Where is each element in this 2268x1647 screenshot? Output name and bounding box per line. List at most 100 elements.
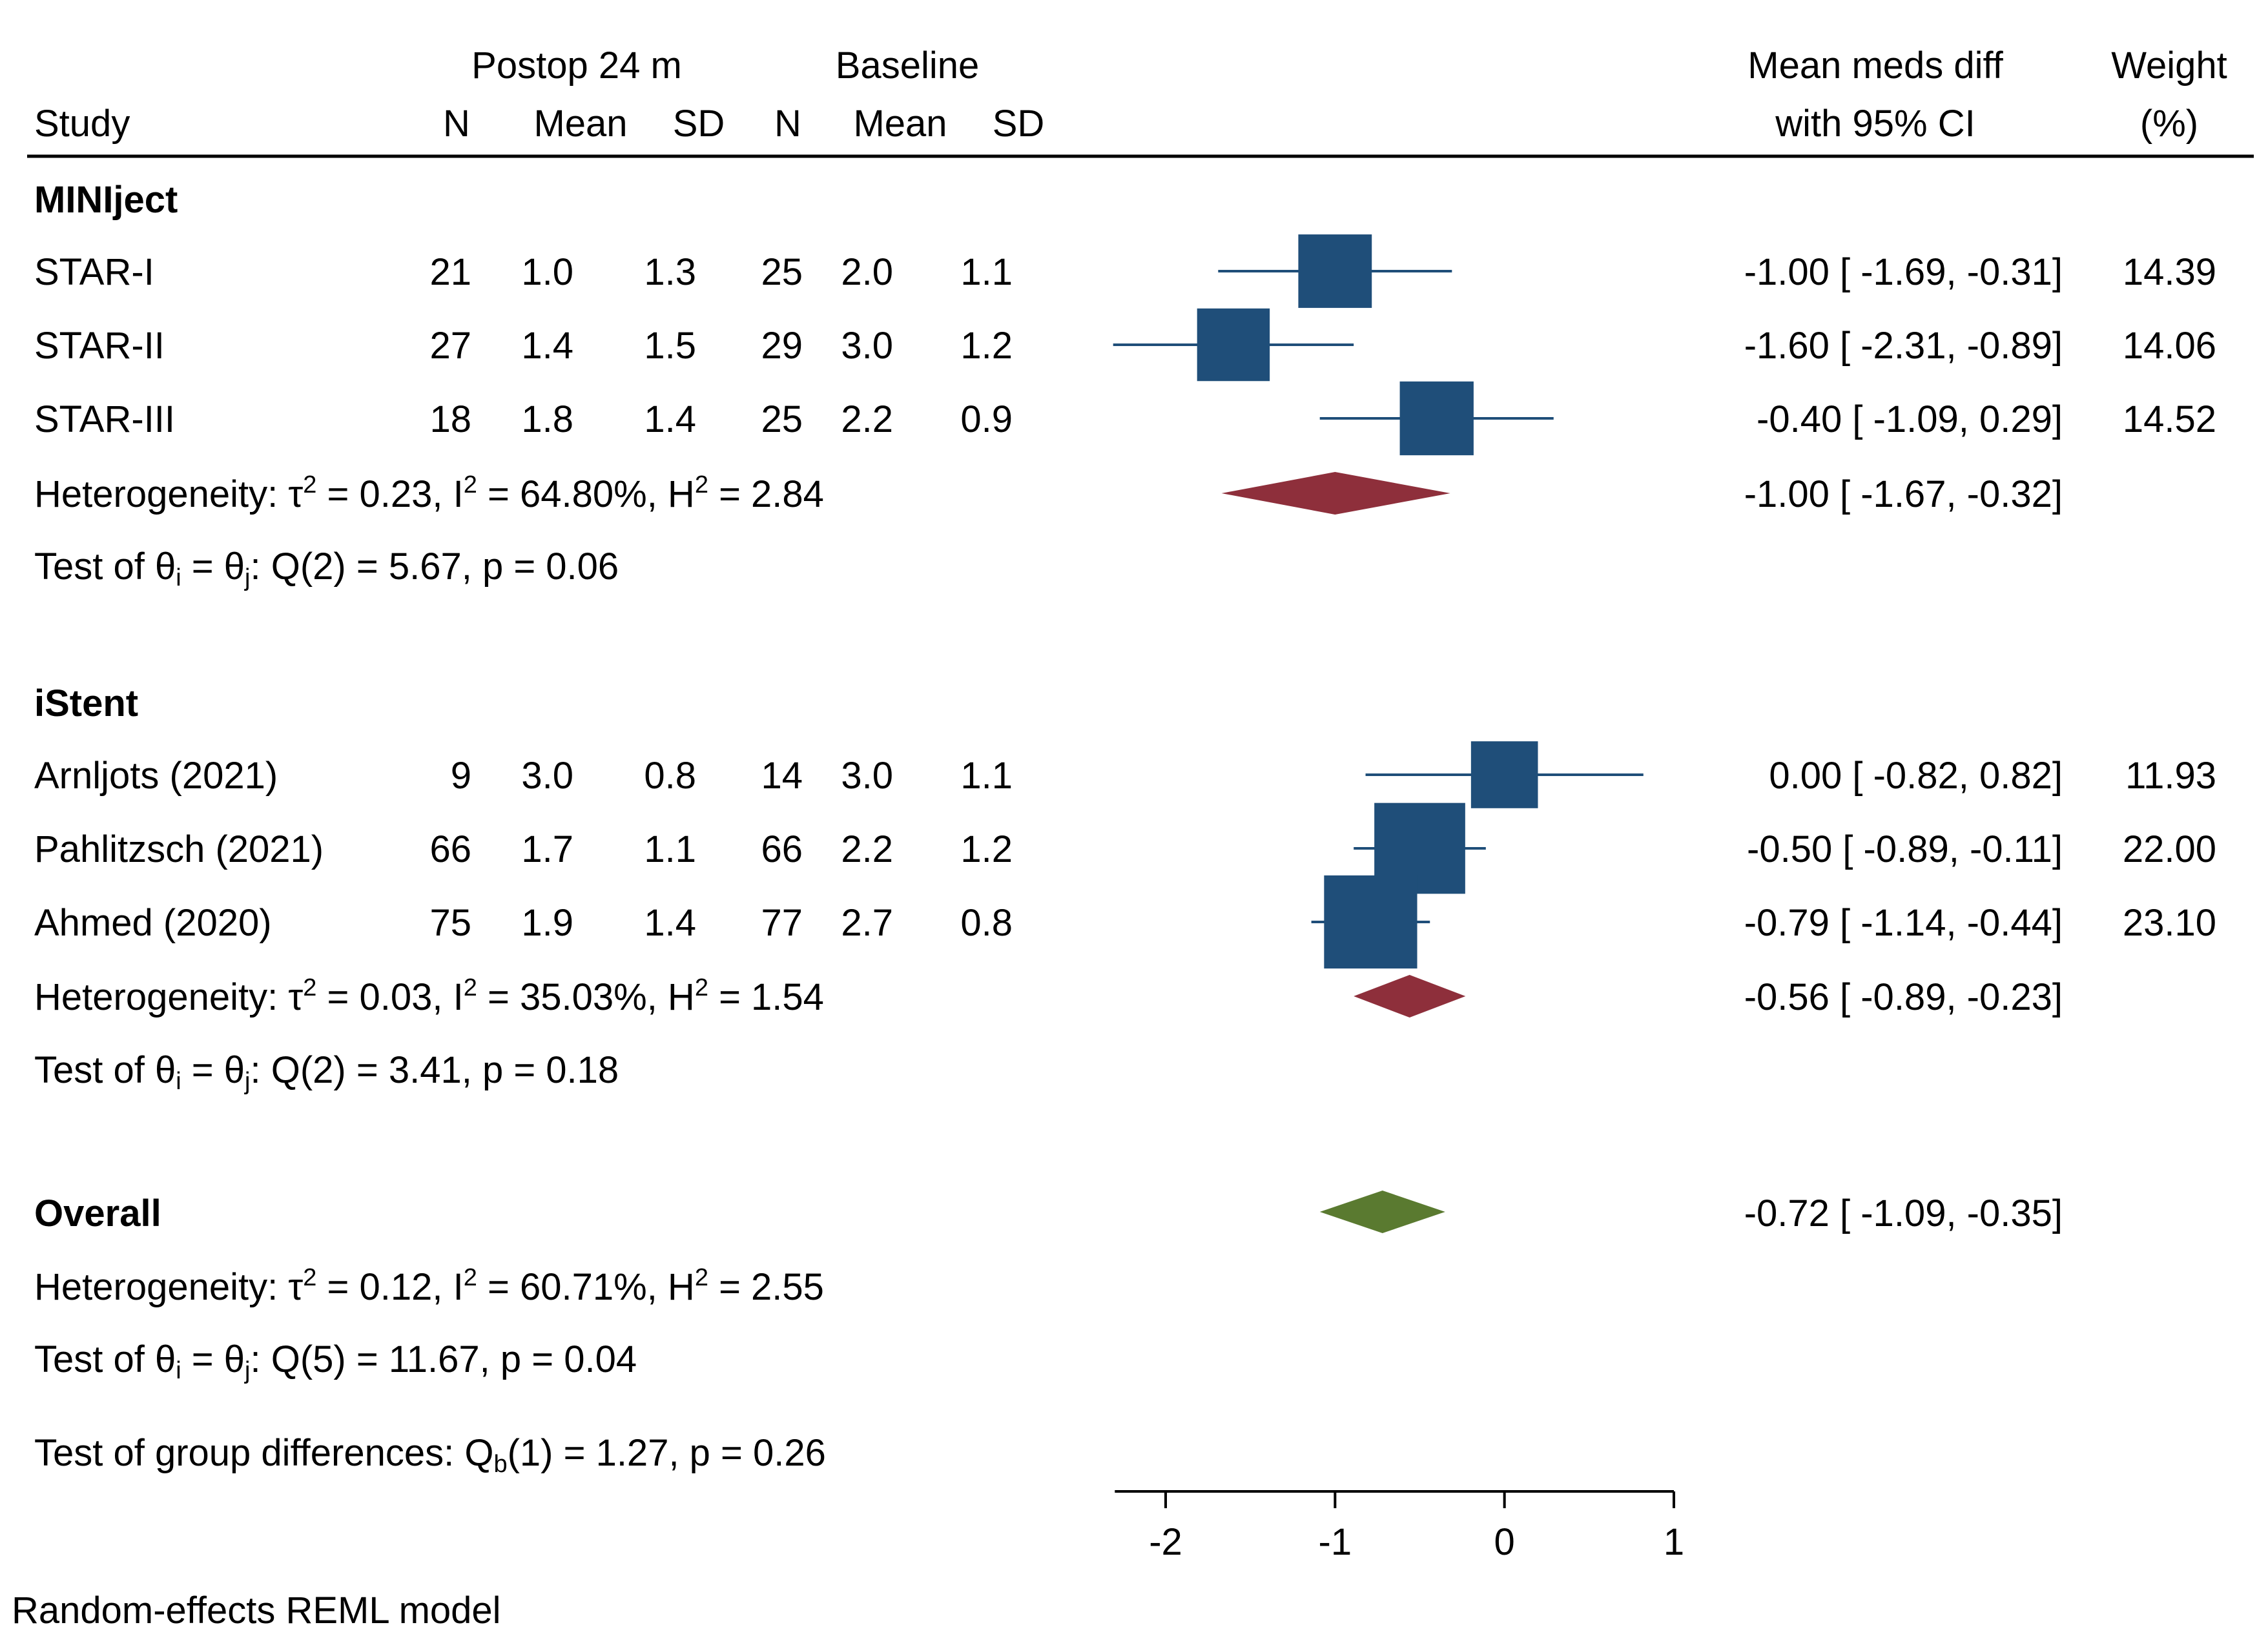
tau-label: Heterogeneity: τ bbox=[34, 473, 303, 515]
theta-label: = θ bbox=[181, 546, 245, 588]
weight-value: 14.06 bbox=[2123, 325, 2216, 367]
pooled-effect-ci: -0.56 [ -0.89, -0.23] bbox=[1744, 976, 2063, 1018]
theta-label: = θ bbox=[181, 1338, 245, 1380]
subgroup-diamond bbox=[1221, 472, 1450, 515]
weight-value: 22.00 bbox=[2123, 828, 2216, 870]
study-header: Study bbox=[34, 103, 130, 145]
x-tick-label: 0 bbox=[1494, 1521, 1515, 1563]
cell-post-n: 66 bbox=[429, 828, 471, 870]
tau2-value: = 0.23, I bbox=[316, 473, 463, 515]
superscript: 2 bbox=[464, 1264, 477, 1291]
effect-ci: 0.00 [ -0.82, 0.82] bbox=[1769, 755, 2063, 797]
study-marker bbox=[1197, 308, 1270, 382]
effect-ci: -0.50 [ -0.89, -0.11] bbox=[1747, 828, 2063, 870]
cell-base-n: 29 bbox=[761, 325, 803, 367]
tau-label: Heterogeneity: τ bbox=[34, 1266, 303, 1308]
effect-ci: -1.60 [ -2.31, -0.89] bbox=[1744, 325, 2063, 367]
study-name: STAR-III bbox=[34, 398, 175, 440]
cell-post-n: 75 bbox=[429, 902, 471, 944]
cell-post-n: 27 bbox=[429, 325, 471, 367]
superscript: 2 bbox=[695, 974, 708, 1001]
study-name: STAR-I bbox=[34, 251, 154, 293]
subgroup-diamond bbox=[1354, 975, 1466, 1018]
cell-base-mean: 3.0 bbox=[841, 325, 893, 367]
overall-effect-ci: -0.72 [ -1.09, -0.35] bbox=[1744, 1192, 2063, 1234]
group-test-value: (1) = 1.27, p = 0.26 bbox=[508, 1432, 826, 1474]
cell-base-mean: 2.0 bbox=[841, 251, 893, 293]
i2-value: = 60.71%, H bbox=[477, 1266, 695, 1308]
subscript: j bbox=[244, 1068, 250, 1095]
tau2-value: = 0.03, I bbox=[316, 976, 463, 1018]
post-sd-header: SD bbox=[673, 103, 725, 145]
superscript: 2 bbox=[303, 974, 316, 1001]
theta-label: = θ bbox=[181, 1049, 245, 1091]
x-tick-label: -2 bbox=[1149, 1521, 1182, 1563]
cell-base-n: 77 bbox=[761, 902, 803, 944]
model-note: Random-effects REML model bbox=[12, 1590, 501, 1632]
cell-post-mean: 1.9 bbox=[521, 902, 573, 944]
cell-post-sd: 0.8 bbox=[644, 755, 696, 797]
effect-ci: -0.40 [ -1.09, 0.29] bbox=[1757, 398, 2063, 440]
h2-value: = 2.55 bbox=[708, 1266, 824, 1308]
cell-post-mean: 1.4 bbox=[521, 325, 573, 367]
cell-post-mean: 1.7 bbox=[521, 828, 573, 870]
cell-base-sd: 1.2 bbox=[960, 828, 1013, 870]
heterogeneity-text: Heterogeneity: τ2 = 0.23, I2 = 64.80%, H… bbox=[34, 471, 824, 515]
cell-post-mean: 1.8 bbox=[521, 398, 573, 440]
cell-base-mean: 2.2 bbox=[841, 828, 893, 870]
cell-post-sd: 1.1 bbox=[644, 828, 696, 870]
subscript: i bbox=[176, 1068, 181, 1095]
cell-base-sd: 0.8 bbox=[960, 902, 1013, 944]
effect-header-line1: Mean meds diff bbox=[1747, 45, 2003, 87]
weight-value: 23.10 bbox=[2123, 902, 2216, 944]
superscript: 2 bbox=[464, 974, 477, 1001]
effect-ci: -0.79 [ -1.14, -0.44] bbox=[1744, 902, 2063, 944]
tau2-value: = 0.12, I bbox=[316, 1266, 463, 1308]
homogeneity-test: Test of θi = θj: Q(2) = 5.67, p = 0.06 bbox=[34, 546, 619, 591]
subscript: i bbox=[176, 564, 181, 591]
base-mean-header: Mean bbox=[853, 103, 947, 145]
study-marker bbox=[1298, 234, 1372, 308]
group-label: MINIject bbox=[34, 179, 178, 221]
cell-base-n: 14 bbox=[761, 755, 803, 797]
postop-group-header: Postop 24 m bbox=[471, 45, 682, 87]
cell-base-n: 66 bbox=[761, 828, 803, 870]
study-marker bbox=[1399, 381, 1474, 456]
group-differences-test: Test of group differences: Qb(1) = 1.27,… bbox=[34, 1432, 826, 1478]
cell-base-sd: 1.2 bbox=[960, 325, 1013, 367]
q-test-value: : Q(5) = 11.67, p = 0.04 bbox=[251, 1338, 637, 1380]
cell-base-mean: 3.0 bbox=[841, 755, 893, 797]
cell-base-sd: 1.1 bbox=[960, 755, 1013, 797]
base-n-header: N bbox=[774, 103, 801, 145]
subscript: j bbox=[244, 564, 250, 591]
cell-base-mean: 2.2 bbox=[841, 398, 893, 440]
x-axis: -2 -1 0 1 bbox=[1115, 1490, 1684, 1563]
group-test-subscript: b bbox=[493, 1451, 507, 1478]
theta-label: Test of θ bbox=[34, 1338, 176, 1380]
column-header: Postop 24 m Baseline Mean meds diff Weig… bbox=[27, 45, 2254, 158]
weight-header-line1: Weight bbox=[2111, 45, 2227, 87]
h2-value: = 1.54 bbox=[708, 976, 824, 1018]
overall-label: Overall bbox=[34, 1192, 161, 1234]
q-test-value: : Q(2) = 5.67, p = 0.06 bbox=[251, 546, 619, 588]
superscript: 2 bbox=[464, 471, 477, 498]
study-name: Ahmed (2020) bbox=[34, 902, 272, 944]
superscript: 2 bbox=[695, 471, 708, 498]
q-test-value: : Q(2) = 3.41, p = 0.18 bbox=[251, 1049, 619, 1091]
i2-value: = 35.03%, H bbox=[477, 976, 695, 1018]
i2-value: = 64.80%, H bbox=[477, 473, 695, 515]
cell-post-sd: 1.4 bbox=[644, 902, 696, 944]
weight-value: 14.39 bbox=[2123, 251, 2216, 293]
theta-label: Test of θ bbox=[34, 1049, 176, 1091]
cell-base-mean: 2.7 bbox=[841, 902, 893, 944]
x-tick-label: 1 bbox=[1664, 1521, 1684, 1563]
effect-ci: -1.00 [ -1.69, -0.31] bbox=[1744, 251, 2063, 293]
superscript: 2 bbox=[303, 471, 316, 498]
cell-base-n: 25 bbox=[761, 251, 803, 293]
overall-heterogeneity-text: Heterogeneity: τ2 = 0.12, I2 = 60.71%, H… bbox=[34, 1264, 824, 1308]
study-marker bbox=[1324, 875, 1418, 969]
superscript: 2 bbox=[695, 1264, 708, 1291]
table-rows: MINIject STAR-I 21 1.0 1.3 25 2.0 1.1 -1.00 [ -1… bbox=[34, 179, 2216, 1384]
study-marker bbox=[1470, 741, 1538, 808]
